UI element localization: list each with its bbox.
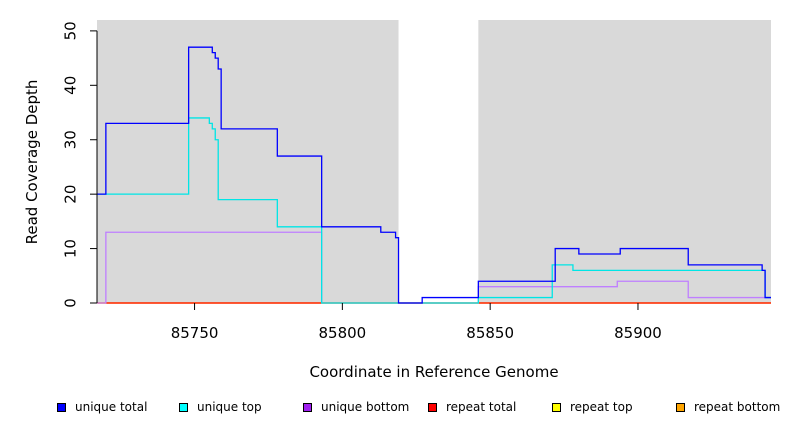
- shaded-region-0: [97, 20, 399, 303]
- legend-label-unique-total: unique total: [75, 400, 148, 414]
- x-axis-label: Coordinate in Reference Genome: [309, 363, 558, 381]
- y-tick-label-40: 40: [62, 76, 80, 95]
- y-tick-label-50: 50: [62, 21, 80, 40]
- legend-item-repeat-total: repeat total: [428, 400, 516, 414]
- legend-label-repeat-top: repeat top: [570, 400, 633, 414]
- legend-label-unique-top: unique top: [197, 400, 262, 414]
- legend-item-unique-total: unique total: [57, 400, 147, 414]
- y-tick-label-10: 10: [62, 239, 80, 258]
- coverage-chart: 0 10 20 30 40 50 85750 85800 85850 85900 Coordina…: [23, 20, 771, 381]
- legend-swatch-repeat-bottom: [676, 402, 685, 412]
- y-tick-label-30: 30: [62, 130, 80, 149]
- x-tick-label-85750: 85750: [171, 324, 219, 342]
- series-unique-total: [97, 46, 771, 304]
- legend-swatch-unique-total: [57, 402, 66, 412]
- y-axis-label: Read Coverage Depth: [23, 80, 41, 245]
- axes: 0 10 20 30 40 50 85750 85800 85850 85900: [62, 21, 662, 342]
- y-tick-label-0: 0: [62, 298, 80, 308]
- x-tick-label-85800: 85800: [319, 324, 367, 342]
- legend-item-repeat-bottom: repeat bottom: [676, 400, 780, 414]
- x-tick-label-85900: 85900: [614, 324, 662, 342]
- shaded-region-1: [478, 20, 771, 303]
- legend-item-unique-top: unique top: [179, 400, 262, 414]
- legend-label-repeat-bottom: repeat bottom: [694, 400, 781, 414]
- shaded-regions: [97, 20, 771, 303]
- legend-swatch-unique-top: [179, 402, 188, 412]
- legend-item-unique-bottom: unique bottom: [303, 400, 409, 414]
- legend-swatch-repeat-top: [552, 402, 561, 412]
- legend-label-repeat-total: repeat total: [446, 400, 517, 414]
- legend-item-repeat-top: repeat top: [552, 400, 633, 414]
- y-tick-label-20: 20: [62, 185, 80, 204]
- legend-label-unique-bottom: unique bottom: [321, 400, 410, 414]
- x-tick-label-85850: 85850: [466, 324, 514, 342]
- series-unique-top: [97, 117, 771, 304]
- legend-swatch-repeat-total: [428, 402, 437, 412]
- series-lines: [97, 46, 771, 304]
- legend: unique total unique top unique bottom re…: [0, 400, 792, 420]
- legend-swatch-unique-bottom: [303, 402, 312, 412]
